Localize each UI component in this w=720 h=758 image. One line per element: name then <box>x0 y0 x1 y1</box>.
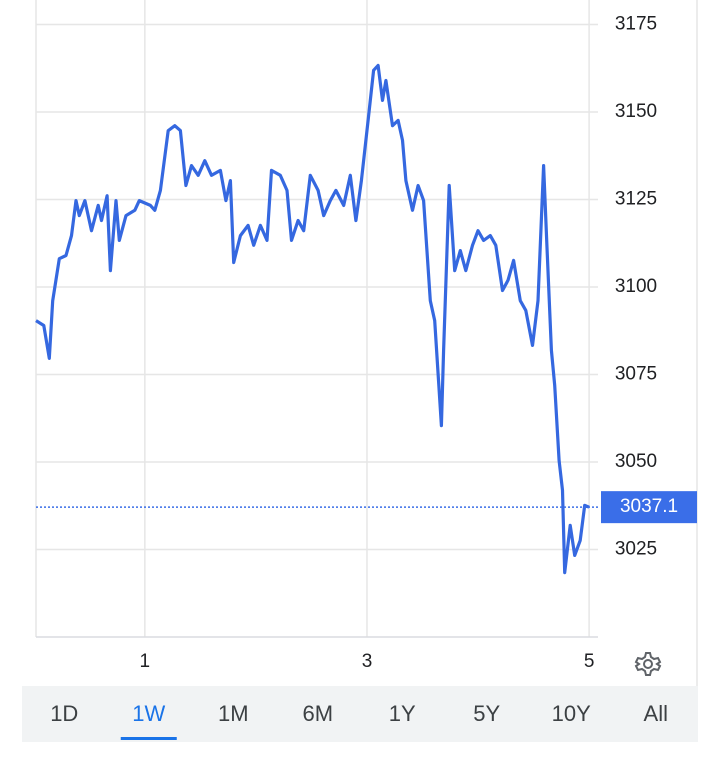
range-tab[interactable]: 1M <box>218 701 249 726</box>
range-tab[interactable]: 1D <box>50 701 78 726</box>
range-tab[interactable]: 1W <box>132 701 165 726</box>
y-tick-label: 3100 <box>615 276 657 297</box>
range-tab[interactable]: 6M <box>302 701 333 726</box>
range-tab[interactable]: 1Y <box>389 701 416 726</box>
y-tick-label: 3125 <box>615 189 657 210</box>
tab-underline <box>120 737 177 740</box>
y-tick-label: 3075 <box>615 364 657 385</box>
range-tab[interactable]: 10Y <box>552 701 591 726</box>
y-tick-label: 3025 <box>615 539 657 560</box>
last-value-box <box>601 491 697 524</box>
price-line <box>35 63 590 575</box>
x-tick-label: 5 <box>584 651 595 672</box>
y-tick-label: 3150 <box>615 101 657 122</box>
last-value-label: 3037.1 <box>620 496 678 517</box>
x-tick-label: 1 <box>140 651 151 672</box>
tab-bar <box>22 686 698 742</box>
settings-icon[interactable] <box>634 652 662 676</box>
y-tick-label: 3175 <box>615 14 657 35</box>
range-tab[interactable]: 5Y <box>473 701 500 726</box>
y-tick-label: 3050 <box>615 451 657 472</box>
x-tick-label: 3 <box>362 651 373 672</box>
range-tab[interactable]: All <box>644 701 668 726</box>
